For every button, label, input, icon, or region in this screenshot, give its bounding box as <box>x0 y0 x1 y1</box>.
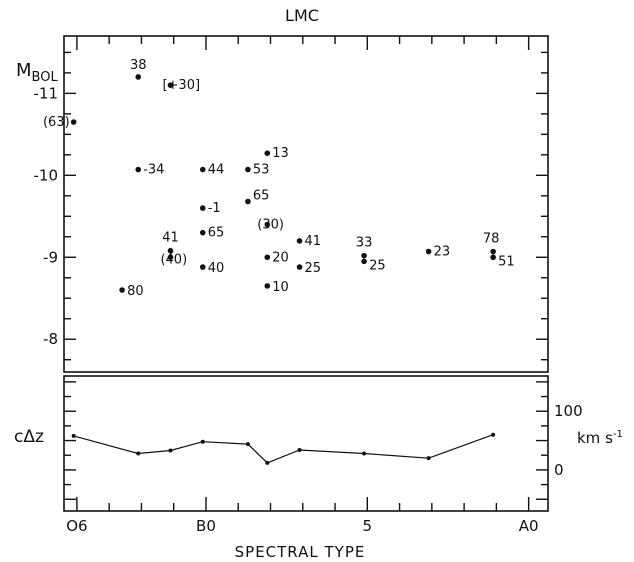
x-tick-label: A0 <box>519 517 539 535</box>
data-label: -1 <box>208 201 221 216</box>
data-label: 13 <box>272 146 289 161</box>
series-point <box>297 447 302 452</box>
x-tick-label: 5 <box>363 517 373 535</box>
series-line <box>73 434 494 464</box>
data-point <box>135 74 142 80</box>
lower-panel-frame <box>63 375 549 512</box>
data-point <box>199 166 206 173</box>
data-label: (63) <box>43 115 70 130</box>
series-point <box>136 451 141 456</box>
data-label: 33 <box>356 236 373 251</box>
data-label: 65 <box>208 226 225 241</box>
data-label: [+30] <box>162 78 200 93</box>
data-label: 44 <box>208 163 225 178</box>
data-point <box>167 254 174 261</box>
x-tick-label: B0 <box>196 517 216 535</box>
y-tick-label: -10 <box>34 166 59 184</box>
y-axis-label-sub: BOL <box>32 70 59 85</box>
data-label: 53 <box>253 163 270 178</box>
data-point <box>199 264 206 270</box>
y-axis-label: MBOL <box>16 60 58 85</box>
series-point <box>71 433 76 438</box>
data-point <box>245 198 251 205</box>
lower-right-unit-label: km s-1 <box>577 429 623 447</box>
upper-panel-ticks <box>64 36 548 361</box>
chart-title: LMC <box>285 6 319 25</box>
series-point <box>265 460 270 465</box>
data-label: -34 <box>143 163 164 178</box>
data-point <box>167 247 174 254</box>
data-label: 20 <box>272 250 289 265</box>
redshift-series <box>71 432 496 465</box>
data-point <box>70 119 77 125</box>
lower-right-tick-labels: 0 100 <box>554 402 583 479</box>
x-tick-label: O6 <box>66 517 87 535</box>
lower-panel-ticks <box>64 381 548 511</box>
x-axis-label: SPECTRAL TYPE <box>235 543 366 561</box>
series-point <box>491 432 496 437</box>
data-label: 40 <box>208 261 225 276</box>
data-point <box>264 254 271 261</box>
y-axis-label-main: M <box>16 60 32 81</box>
data-point <box>490 254 496 261</box>
data-label: 25 <box>369 258 386 273</box>
lower-y-tick-label: 100 <box>554 402 583 420</box>
data-point <box>264 283 271 289</box>
data-point <box>135 166 142 173</box>
lower-y-axis-label: cΔz <box>14 427 44 447</box>
upper-y-tick-labels: -11 -10 -9 -8 <box>34 84 59 348</box>
data-point <box>296 264 303 270</box>
data-point <box>264 150 271 156</box>
series-point <box>245 442 250 447</box>
data-label: 25 <box>305 261 322 276</box>
data-point <box>199 229 206 236</box>
series-point <box>426 456 431 461</box>
series-point <box>200 439 205 444</box>
data-point <box>425 248 432 255</box>
data-label: (40) <box>160 252 187 267</box>
data-point <box>119 287 125 293</box>
data-label: 23 <box>434 245 451 260</box>
data-point <box>167 82 174 88</box>
data-label: 38 <box>130 58 147 73</box>
series-point <box>362 451 367 456</box>
data-label: 80 <box>127 284 144 299</box>
data-point <box>490 248 496 255</box>
data-label: (30) <box>257 217 284 232</box>
data-point <box>361 258 367 265</box>
data-label: 65 <box>253 189 270 204</box>
y-tick-label: -11 <box>34 84 59 102</box>
data-point <box>199 205 206 211</box>
y-tick-label: -8 <box>43 330 58 348</box>
data-point <box>264 221 271 228</box>
data-point <box>361 252 367 259</box>
upper-panel-frame <box>63 35 549 373</box>
series-point <box>168 448 173 453</box>
lower-y-tick-label: 0 <box>554 461 564 479</box>
data-label: 51 <box>498 254 515 269</box>
data-point <box>245 166 251 173</box>
data-point <box>296 238 303 244</box>
data-label: 41 <box>162 231 179 246</box>
data-label: 41 <box>305 234 322 249</box>
data-label: 10 <box>272 280 289 295</box>
y-tick-label: -9 <box>43 248 58 266</box>
x-tick-labels: O6 B0 5 A0 <box>66 517 538 535</box>
data-label: 78 <box>483 232 500 247</box>
